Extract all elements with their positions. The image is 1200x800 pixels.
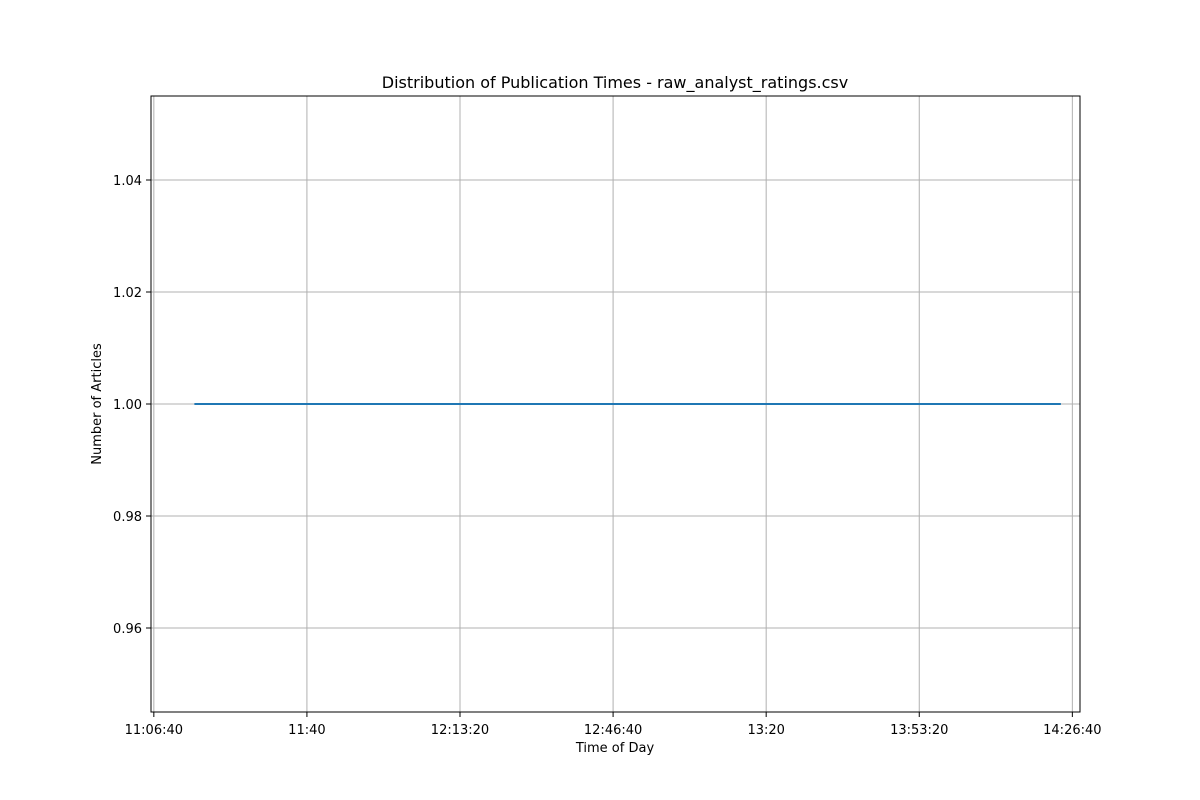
y-tick-label: 0.98 — [113, 510, 142, 525]
y-axis-ticks: 0.96 0.98 1.00 1.02 1.04 — [113, 174, 151, 637]
y-tick-label: 1.00 — [113, 398, 142, 413]
x-tick-label: 12:46:40 — [584, 723, 642, 738]
y-tick-label: 1.04 — [113, 174, 142, 189]
chart-title: Distribution of Publication Times - raw_… — [382, 73, 848, 93]
x-tick-label: 13:53:20 — [890, 723, 948, 738]
y-tick-label: 1.02 — [113, 286, 142, 301]
x-tick-label: 12:13:20 — [431, 723, 489, 738]
y-tick-label: 0.96 — [113, 622, 142, 637]
x-tick-label: 11:06:40 — [125, 723, 183, 738]
x-tick-label: 14:26:40 — [1043, 723, 1101, 738]
x-tick-label: 11:40 — [288, 723, 325, 738]
x-tick-label: 13:20 — [747, 723, 784, 738]
x-axis-label: Time of Day — [575, 741, 655, 756]
y-axis-label: Number of Articles — [90, 343, 105, 465]
x-axis-ticks: 11:06:40 11:40 12:13:20 12:46:40 13:20 13:53:… — [125, 712, 1102, 738]
